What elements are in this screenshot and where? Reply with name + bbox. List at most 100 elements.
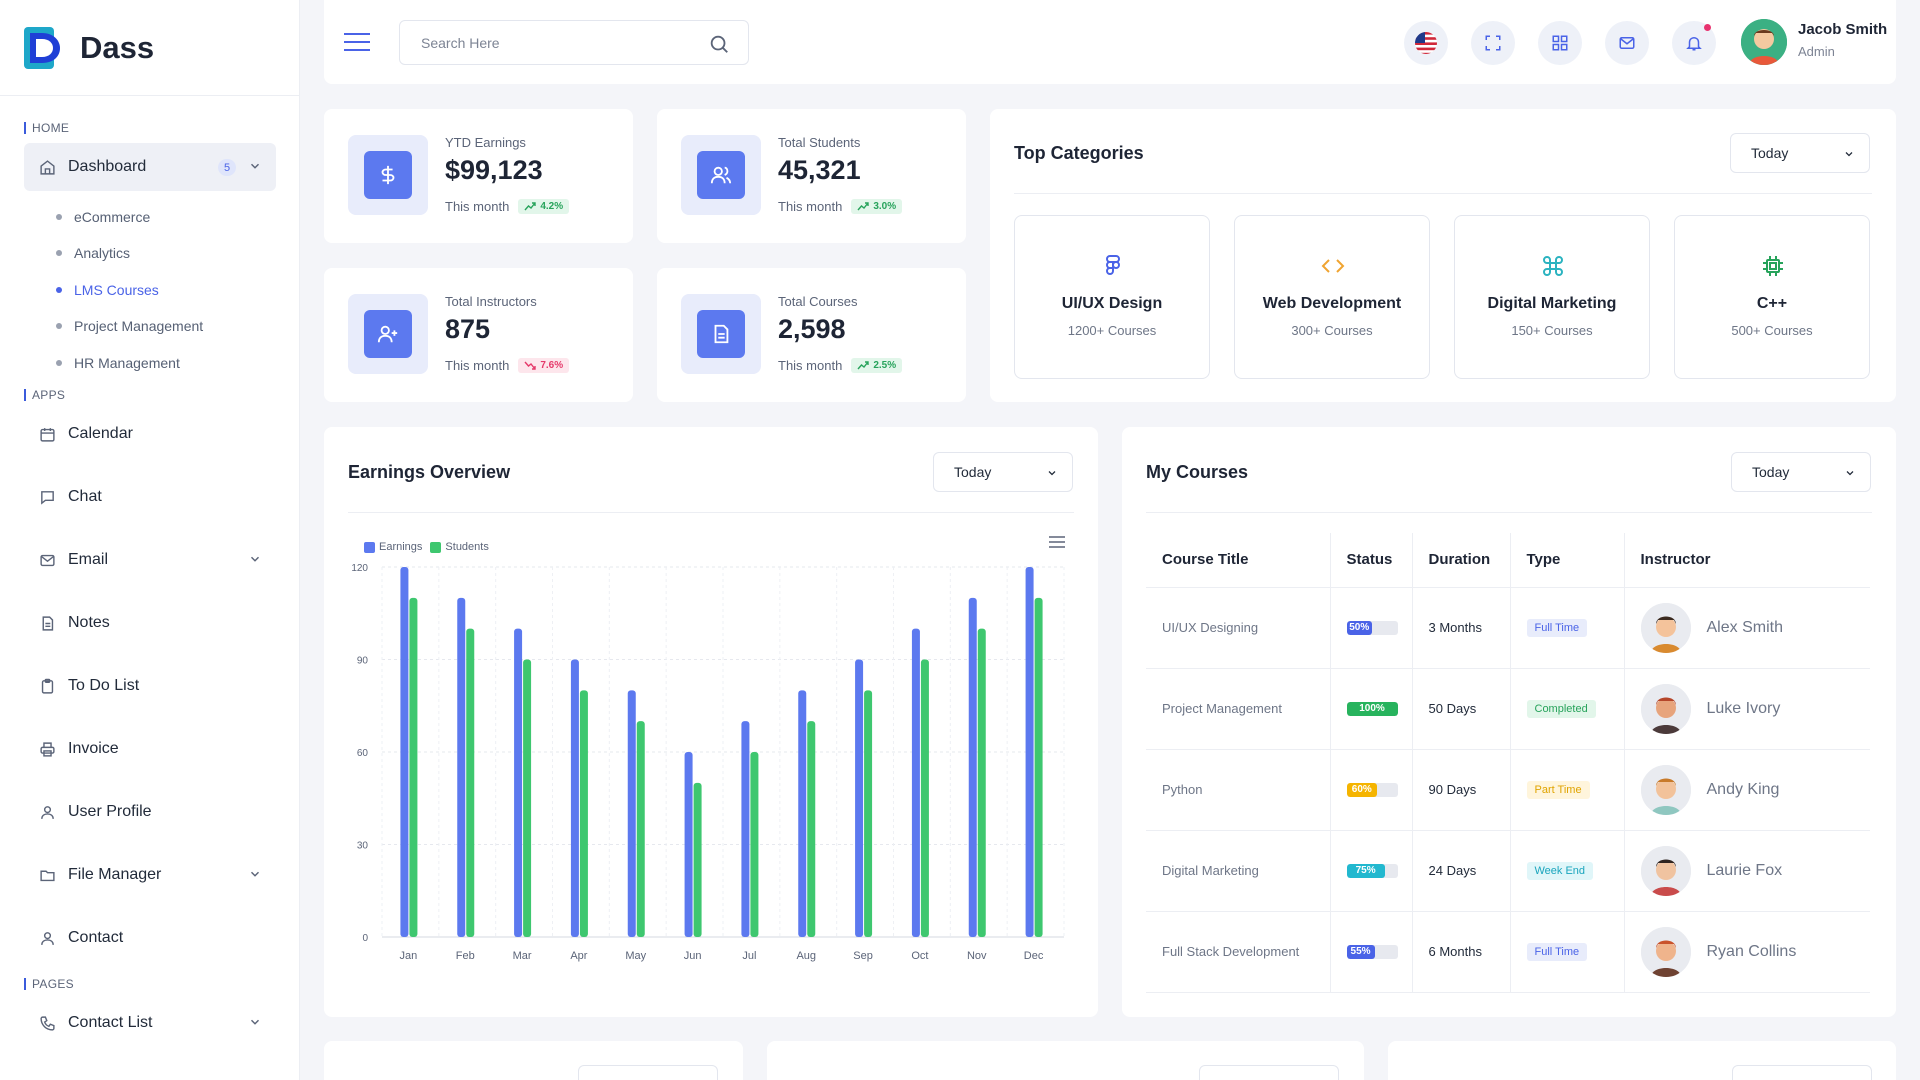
dashboard-count-badge: 5: [218, 159, 236, 176]
category-cpp[interactable]: C++ 500+ Courses: [1674, 215, 1870, 379]
legend-students[interactable]: Students: [430, 541, 489, 553]
sidebar-item-notes[interactable]: Notes: [24, 599, 276, 647]
avatar[interactable]: [1640, 602, 1691, 653]
document-icon: [697, 310, 745, 358]
sidebar-subitem-project-management[interactable]: Project Management: [56, 318, 203, 334]
legend-earnings[interactable]: Earnings: [364, 541, 422, 553]
stat-foot: This month 3.0%: [778, 199, 903, 214]
x-tick-label: Jan: [400, 950, 418, 962]
folder-icon: [38, 866, 56, 884]
section-apps: APPS: [0, 388, 65, 402]
table-row[interactable]: Project Management 100% 50 Days Completed Lu…: [1146, 668, 1870, 750]
duration-cell: 3 Months: [1412, 587, 1511, 669]
sidebar-item-label: Dashboard: [68, 158, 147, 175]
table-row[interactable]: Python 60% 90 Days Part Time Andy King: [1146, 749, 1870, 831]
x-tick-label: Aug: [796, 950, 816, 962]
brand[interactable]: Dass: [0, 0, 299, 96]
stat-value: 45,321: [778, 155, 861, 185]
chart-menu-icon[interactable]: [1048, 535, 1066, 549]
table-header-row: Course Title Status Duration Type Instru…: [1146, 533, 1870, 588]
chevron-down-icon: [248, 1015, 262, 1034]
table-row[interactable]: Full Stack Development 55% 6 Months Full Ti…: [1146, 911, 1870, 993]
sidebar-item-calendar[interactable]: Calendar: [24, 410, 276, 458]
bottom-card-3-filter[interactable]: [1732, 1065, 1872, 1080]
category-web-development[interactable]: Web Development 300+ Courses: [1234, 215, 1430, 379]
user-icon: [38, 803, 56, 821]
avatar[interactable]: [1640, 683, 1691, 734]
bottom-card-3: [1388, 1041, 1896, 1080]
sidebar-item-file-manager[interactable]: File Manager: [24, 851, 276, 899]
sidebar-subitem-hr-management[interactable]: HR Management: [56, 355, 180, 371]
instructor-name[interactable]: Andy King: [1706, 780, 1780, 798]
instructor-name[interactable]: Luke Ivory: [1706, 699, 1781, 717]
column-header[interactable]: Duration: [1412, 533, 1511, 588]
earnings-filter[interactable]: Today: [933, 452, 1073, 492]
user-plus-icon: [364, 310, 412, 358]
instructor-name[interactable]: Alex Smith: [1706, 618, 1783, 636]
column-header[interactable]: Type: [1510, 533, 1625, 588]
sidebar-subitem-lms-courses[interactable]: LMS Courses: [56, 282, 159, 298]
type-badge: Week End: [1526, 861, 1594, 880]
sidebar-item-contact-list[interactable]: Contact List: [24, 999, 276, 1047]
sidebar-subitem-analytics[interactable]: Analytics: [56, 245, 130, 261]
table-row[interactable]: UI/UX Designing 50% 3 Months Full Time Alex …: [1146, 587, 1870, 669]
contact-icon: [38, 929, 56, 947]
column-header[interactable]: Status: [1330, 533, 1413, 588]
sidebar-item-email[interactable]: Email: [24, 536, 276, 584]
status-cell: 60%: [1330, 749, 1413, 831]
sidebar-item-dashboard[interactable]: Dashboard 5: [24, 143, 276, 191]
x-tick-label: Sep: [853, 950, 873, 962]
column-header[interactable]: Instructor: [1624, 533, 1870, 588]
sidebar-item-chat[interactable]: Chat: [24, 473, 276, 521]
user-name[interactable]: Jacob Smith: [1798, 21, 1888, 38]
type-badge: Part Time: [1526, 780, 1590, 799]
bottom-card-2-filter[interactable]: [1199, 1065, 1339, 1080]
search-input[interactable]: Search Here: [399, 20, 749, 65]
table-row[interactable]: Digital Marketing 75% 24 Days Week End Lauri…: [1146, 830, 1870, 912]
duration-cell: 6 Months: [1412, 911, 1511, 993]
search-icon[interactable]: [708, 33, 730, 55]
bottom-card-1-filter[interactable]: [578, 1065, 718, 1080]
mail-icon: [38, 551, 56, 569]
sidebar-item-invoice[interactable]: Invoice: [24, 725, 276, 773]
category-uiux[interactable]: UI/UX Design 1200+ Courses: [1014, 215, 1210, 379]
x-tick-label: Dec: [1024, 950, 1044, 962]
messages-button[interactable]: [1605, 21, 1649, 65]
trend-up-icon: [524, 202, 537, 211]
section-pages: PAGES: [0, 977, 74, 991]
bar-students-jan: [409, 597, 418, 937]
section-home: HOME: [0, 121, 69, 135]
chevron-down-icon: [248, 552, 262, 571]
instructor-name[interactable]: Laurie Fox: [1706, 861, 1783, 879]
avatar[interactable]: [1741, 19, 1787, 65]
sidebar-item-todo[interactable]: To Do List: [24, 662, 276, 710]
notifications-button[interactable]: [1672, 21, 1716, 65]
category-title: UI/UX Design: [1061, 295, 1163, 312]
status-cell: 55%: [1330, 911, 1413, 993]
language-button[interactable]: [1404, 21, 1448, 65]
category-digital-marketing[interactable]: Digital Marketing 150+ Courses: [1454, 215, 1650, 379]
avatar[interactable]: [1640, 764, 1691, 815]
bar-students-nov: [977, 628, 986, 937]
bar-earnings-mar: [514, 628, 523, 937]
my-courses-card: My Courses Today Course Title Status Dur…: [1122, 427, 1896, 1017]
my-courses-filter[interactable]: Today: [1731, 452, 1871, 492]
trend-up-icon: [857, 202, 870, 211]
card-title: Top Categories: [1014, 143, 1144, 163]
sidebar-item-user-profile[interactable]: User Profile: [24, 788, 276, 836]
status-cell: 100%: [1330, 668, 1413, 750]
column-header[interactable]: Course Title: [1146, 533, 1331, 588]
bar-students-aug: [807, 721, 816, 937]
sidebar-item-contact[interactable]: Contact: [24, 914, 276, 962]
apps-button[interactable]: [1538, 21, 1582, 65]
grid-icon: [1552, 35, 1568, 51]
sidebar-subitem-ecommerce[interactable]: eCommerce: [56, 209, 150, 225]
top-categories-filter[interactable]: Today: [1730, 133, 1870, 173]
fullscreen-button[interactable]: [1471, 21, 1515, 65]
avatar[interactable]: [1640, 926, 1691, 977]
progress-bar: 50%: [1346, 620, 1398, 635]
top-header: Search Here J: [324, 0, 1896, 84]
avatar[interactable]: [1640, 845, 1691, 896]
menu-toggle-icon[interactable]: [344, 33, 370, 51]
instructor-name[interactable]: Ryan Collins: [1706, 942, 1797, 960]
